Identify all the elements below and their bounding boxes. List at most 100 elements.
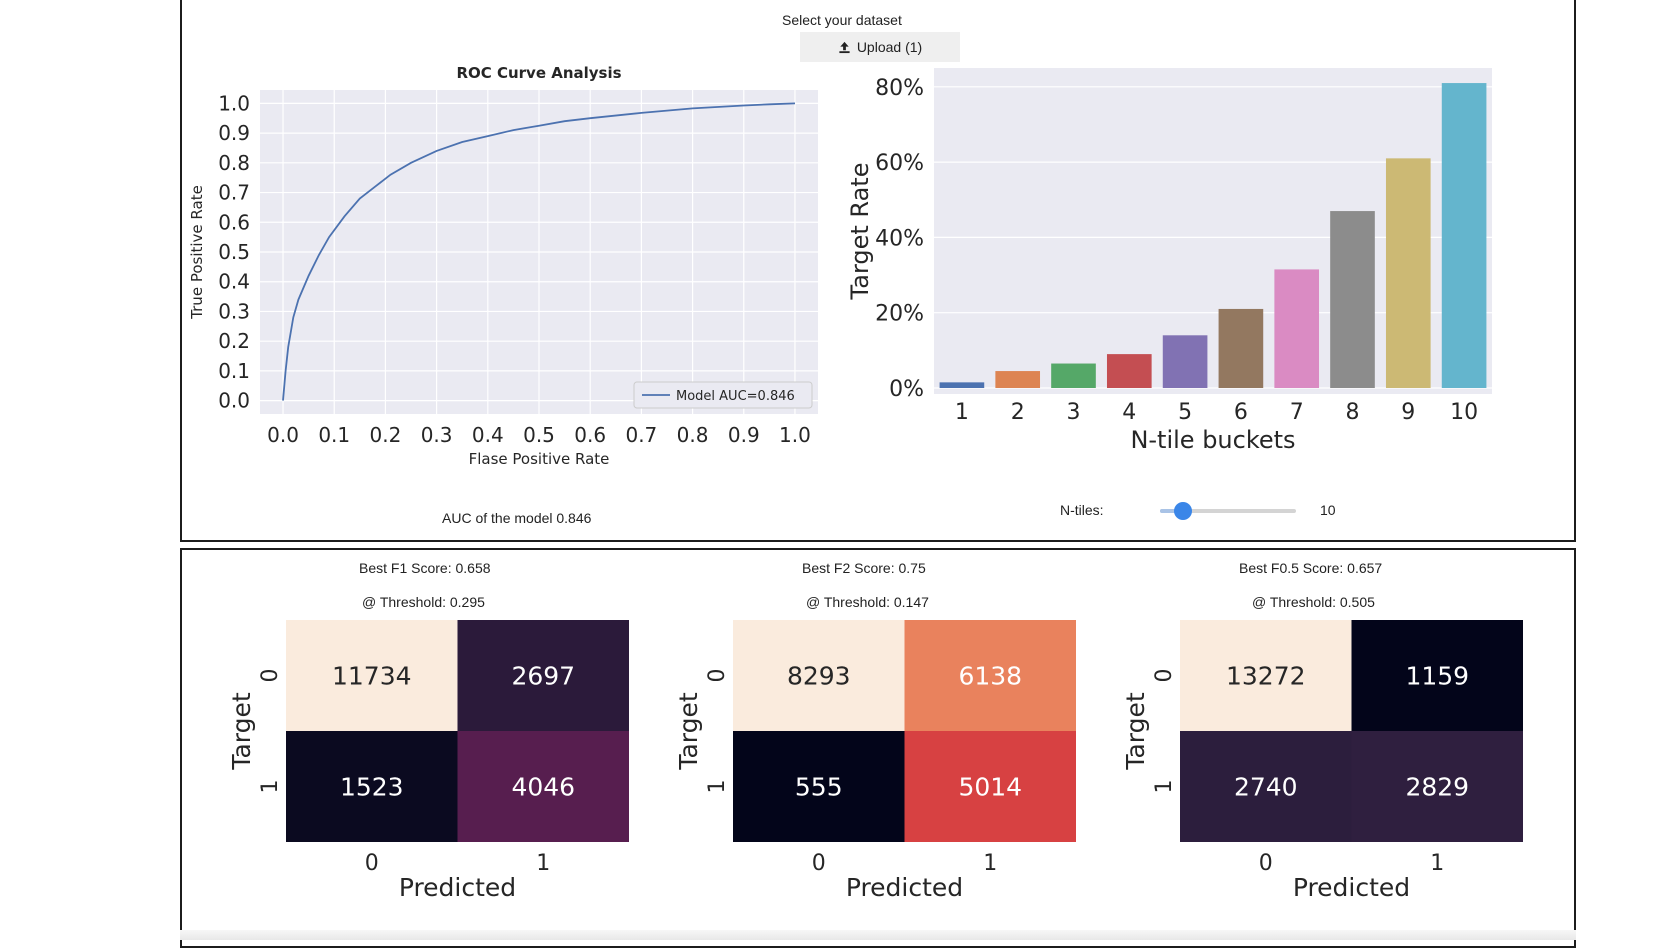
bar-x-tick-label: 6 [1234, 400, 1248, 425]
roc-chart: 0.0 0.1 0.2 0.3 0.4 0.5 0.6 0.7 0.8 0.9 1.0 0.0 0.1 0… [188, 64, 818, 468]
cm-cell-1-0 [286, 731, 458, 842]
bar-x-tick-label: 7 [1290, 400, 1304, 425]
bar-y-tick-label: 20% [875, 302, 924, 327]
cm-y-axis-label: Target [227, 692, 256, 771]
cm-cell-value-1-1: 4046 [511, 773, 575, 802]
cm-row-label: 0 [258, 669, 283, 683]
roc-y-tick-label: 0.7 [218, 181, 250, 205]
bar-ntile-1 [939, 382, 985, 388]
roc-x-tick-label: 0.2 [370, 423, 402, 447]
ntiles-slider-thumb[interactable] [1174, 502, 1192, 520]
bar-ntile-3 [1051, 363, 1096, 388]
cm-cell-0-1 [1351, 620, 1523, 731]
cm-cell-value-0-1: 1159 [1405, 662, 1469, 691]
cm-cell-1-0 [733, 731, 905, 842]
bar-y-tick-label: 80% [875, 76, 924, 101]
roc-x-tick-label: 1.0 [779, 423, 811, 447]
cm-cell-0-1 [904, 620, 1076, 731]
best-f2-score: Best F2 Score: 0.75 [802, 560, 926, 576]
bar-x-tick-label: 3 [1067, 400, 1081, 425]
roc-y-tick-label: 0.5 [218, 240, 250, 264]
scroll-shadow [180, 930, 1576, 940]
roc-x-tick-label: 0.5 [523, 423, 555, 447]
cm-row-label: 0 [1152, 669, 1177, 683]
bar-y-tick-label: 0% [889, 377, 924, 402]
f05-threshold: @ Threshold: 0.505 [1252, 594, 1375, 610]
roc-y-tick-label: 0.9 [218, 121, 250, 145]
cm-cell-0-1 [457, 620, 629, 731]
roc-y-tick-label: 0.4 [218, 270, 250, 294]
roc-curve-line [282, 102, 796, 401]
cm-col-label: 1 [983, 851, 997, 876]
roc-x-tick-label: 0.0 [267, 423, 299, 447]
cm-cell-1-0 [1180, 731, 1352, 842]
cm-cell-0-0 [286, 620, 458, 731]
cm-cell-value-1-0: 2740 [1234, 773, 1298, 802]
cm-y-axis-label: Target [674, 692, 703, 771]
upload-button[interactable]: Upload (1) [800, 32, 960, 62]
cm-row-label: 0 [705, 669, 730, 683]
roc-x-tick-label: 0.9 [728, 423, 760, 447]
roc-y-tick-label: 0.8 [218, 151, 250, 175]
cm-row-label: 1 [258, 780, 283, 794]
roc-legend [633, 381, 813, 409]
bar-ntile-6 [1218, 308, 1264, 388]
cm-y-axis-label: Target [1121, 692, 1150, 771]
cm-cell-1-1 [904, 731, 1076, 842]
cm-x-axis-label: Predicted [846, 873, 963, 902]
cm-x-axis-label: Predicted [1293, 873, 1410, 902]
f1-threshold: @ Threshold: 0.295 [362, 594, 485, 610]
cm-cell-0-0 [1180, 620, 1352, 731]
cm-col-label: 1 [536, 851, 550, 876]
cm-row-label: 1 [1152, 780, 1177, 794]
bar-x-axis-label: N-tile buckets [1130, 426, 1295, 454]
roc-y-tick-label: 0.2 [218, 329, 250, 353]
cm-cell-value-0-0: 13272 [1226, 662, 1306, 691]
roc-y-tick-label: 1.0 [218, 91, 250, 115]
bar-x-tick-label: 2 [1011, 400, 1025, 425]
roc-lift-panel: Select your dataset Upload (1) 0.0 0.1 0.2… [180, 0, 1576, 542]
cm-cell-value-1-0: 555 [795, 773, 843, 802]
auc-text: AUC of the model 0.846 [442, 510, 592, 526]
cm-col-label: 0 [1259, 851, 1273, 876]
confusion-matrix-panel: Best F1 Score: 0.658 @ Threshold: 0.295 … [180, 548, 1576, 948]
bar-x-tick-label: 8 [1346, 400, 1360, 425]
ntiles-label: N-tiles: [1060, 502, 1104, 518]
cm-x-axis-label: Predicted [399, 873, 516, 902]
ntile-bar-chart: 0% 20% 40% 60% 80% 1 2 3 4 5 6 7 8 9 10 N-tile buckets T… [846, 68, 1492, 454]
roc-y-axis-label: True Positive Rate [188, 185, 206, 320]
roc-x-axis-label: Flase Positive Rate [469, 450, 610, 468]
cm-cell-1-1 [457, 731, 629, 842]
bar-x-tick-label: 4 [1122, 400, 1136, 425]
ntiles-slider[interactable] [1160, 502, 1296, 520]
bar-x-tick-label: 10 [1450, 400, 1478, 425]
bar-ntile-9 [1385, 158, 1431, 388]
roc-x-tick-label: 0.1 [318, 423, 350, 447]
bar-y-tick-label: 40% [875, 226, 924, 251]
bar-ntile-10 [1441, 83, 1487, 388]
cm-cell-value-1-0: 1523 [340, 773, 404, 802]
bar-ntile-8 [1330, 211, 1375, 388]
ntiles-value: 10 [1320, 502, 1336, 518]
bar-ntile-2 [995, 371, 1041, 388]
upload-button-label: Upload (1) [856, 39, 923, 55]
cm-col-label: 0 [365, 851, 379, 876]
f2-threshold: @ Threshold: 0.147 [806, 594, 929, 610]
upload-icon [839, 41, 850, 53]
best-f05-score: Best F0.5 Score: 0.657 [1239, 560, 1383, 576]
roc-x-tick-label: 0.3 [421, 423, 453, 447]
roc-y-tick-label: 0.6 [218, 210, 250, 234]
cm-cell-0-0 [733, 620, 905, 731]
bar-x-tick-label: 9 [1401, 400, 1415, 425]
confusion-matrix-f05: 13272 1159 2740 2829 0 1 0 1 Predicted Target [1121, 620, 1523, 902]
cm-cell-value-0-0: 8293 [787, 662, 851, 691]
bar-x-tick-label: 1 [955, 400, 969, 425]
cm-cell-value-0-0: 11734 [332, 662, 412, 691]
roc-x-tick-label: 0.7 [625, 423, 657, 447]
cm-cell-value-0-1: 6138 [958, 662, 1022, 691]
bar-x-tick-label: 5 [1178, 400, 1192, 425]
ntiles-slider-fill [1160, 509, 1183, 513]
roc-x-tick-label: 0.4 [472, 423, 504, 447]
roc-title: ROC Curve Analysis [456, 64, 621, 82]
cm-row-label: 1 [705, 780, 730, 794]
